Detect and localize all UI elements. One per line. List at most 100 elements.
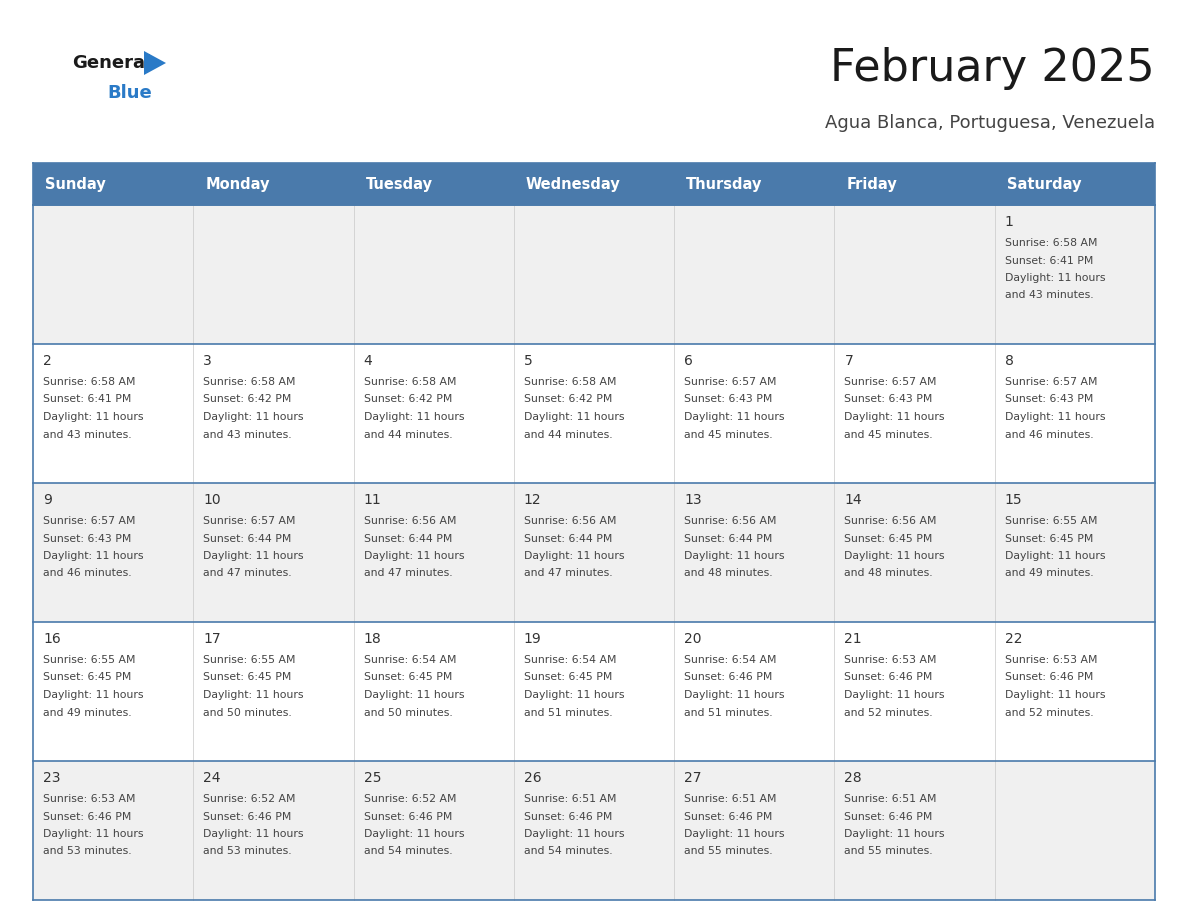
Text: and 51 minutes.: and 51 minutes. <box>684 708 772 718</box>
Text: Sunset: 6:45 PM: Sunset: 6:45 PM <box>845 533 933 543</box>
Text: Sunrise: 6:55 AM: Sunrise: 6:55 AM <box>43 655 135 665</box>
Text: 4: 4 <box>364 354 372 368</box>
Text: 25: 25 <box>364 771 381 785</box>
Text: Daylight: 11 hours: Daylight: 11 hours <box>364 829 465 839</box>
Text: 7: 7 <box>845 354 853 368</box>
Text: 1: 1 <box>1005 215 1013 229</box>
Text: Sunrise: 6:55 AM: Sunrise: 6:55 AM <box>1005 516 1098 526</box>
Text: Daylight: 11 hours: Daylight: 11 hours <box>524 829 625 839</box>
Text: Sunrise: 6:56 AM: Sunrise: 6:56 AM <box>845 516 937 526</box>
Text: Daylight: 11 hours: Daylight: 11 hours <box>203 551 304 561</box>
Text: Sunset: 6:45 PM: Sunset: 6:45 PM <box>524 673 612 682</box>
Text: and 53 minutes.: and 53 minutes. <box>43 846 132 856</box>
Text: 8: 8 <box>1005 354 1013 368</box>
Text: 5: 5 <box>524 354 532 368</box>
Text: Agua Blanca, Portuguesa, Venezuela: Agua Blanca, Portuguesa, Venezuela <box>824 114 1155 132</box>
Text: Sunset: 6:41 PM: Sunset: 6:41 PM <box>43 395 132 405</box>
Text: Sunrise: 6:51 AM: Sunrise: 6:51 AM <box>524 794 617 804</box>
Text: Sunrise: 6:58 AM: Sunrise: 6:58 AM <box>43 377 135 387</box>
Text: and 44 minutes.: and 44 minutes. <box>364 430 453 440</box>
Text: 19: 19 <box>524 632 542 646</box>
Text: Daylight: 11 hours: Daylight: 11 hours <box>203 829 304 839</box>
Text: Tuesday: Tuesday <box>366 176 432 192</box>
Text: Daylight: 11 hours: Daylight: 11 hours <box>364 412 465 422</box>
Text: Sunrise: 6:53 AM: Sunrise: 6:53 AM <box>1005 655 1098 665</box>
Text: Daylight: 11 hours: Daylight: 11 hours <box>203 690 304 700</box>
Text: and 43 minutes.: and 43 minutes. <box>43 430 132 440</box>
Text: and 51 minutes.: and 51 minutes. <box>524 708 613 718</box>
Text: 10: 10 <box>203 493 221 507</box>
Bar <box>33 163 1155 205</box>
Text: Blue: Blue <box>107 84 152 102</box>
Text: 18: 18 <box>364 632 381 646</box>
Text: General: General <box>72 54 151 72</box>
Text: and 47 minutes.: and 47 minutes. <box>524 568 613 578</box>
Text: Sunrise: 6:53 AM: Sunrise: 6:53 AM <box>43 794 135 804</box>
Text: Sunset: 6:42 PM: Sunset: 6:42 PM <box>203 395 292 405</box>
Text: Sunset: 6:43 PM: Sunset: 6:43 PM <box>43 533 132 543</box>
Text: Monday: Monday <box>206 176 270 192</box>
Text: Daylight: 11 hours: Daylight: 11 hours <box>524 551 625 561</box>
Text: Sunset: 6:44 PM: Sunset: 6:44 PM <box>364 533 451 543</box>
Text: 14: 14 <box>845 493 862 507</box>
Text: Sunset: 6:46 PM: Sunset: 6:46 PM <box>524 812 612 822</box>
Text: Daylight: 11 hours: Daylight: 11 hours <box>845 829 944 839</box>
Text: 23: 23 <box>43 771 61 785</box>
Text: Daylight: 11 hours: Daylight: 11 hours <box>43 412 144 422</box>
Text: Daylight: 11 hours: Daylight: 11 hours <box>684 690 784 700</box>
Text: and 52 minutes.: and 52 minutes. <box>1005 708 1093 718</box>
Text: Daylight: 11 hours: Daylight: 11 hours <box>845 690 944 700</box>
Text: 17: 17 <box>203 632 221 646</box>
Text: 15: 15 <box>1005 493 1023 507</box>
Text: Daylight: 11 hours: Daylight: 11 hours <box>845 412 944 422</box>
Text: 22: 22 <box>1005 632 1022 646</box>
Text: 27: 27 <box>684 771 702 785</box>
Text: Sunrise: 6:54 AM: Sunrise: 6:54 AM <box>524 655 617 665</box>
Text: Sunrise: 6:52 AM: Sunrise: 6:52 AM <box>203 794 296 804</box>
Text: Daylight: 11 hours: Daylight: 11 hours <box>524 412 625 422</box>
Text: Sunrise: 6:56 AM: Sunrise: 6:56 AM <box>684 516 777 526</box>
Text: Sunrise: 6:57 AM: Sunrise: 6:57 AM <box>43 516 135 526</box>
Text: and 49 minutes.: and 49 minutes. <box>43 708 132 718</box>
Text: and 55 minutes.: and 55 minutes. <box>684 846 772 856</box>
Text: and 47 minutes.: and 47 minutes. <box>203 568 292 578</box>
Text: 21: 21 <box>845 632 862 646</box>
Text: Sunrise: 6:57 AM: Sunrise: 6:57 AM <box>684 377 777 387</box>
Text: Daylight: 11 hours: Daylight: 11 hours <box>364 551 465 561</box>
Text: and 46 minutes.: and 46 minutes. <box>43 568 132 578</box>
Text: Sunset: 6:46 PM: Sunset: 6:46 PM <box>203 812 292 822</box>
Text: and 55 minutes.: and 55 minutes. <box>845 846 933 856</box>
Text: Friday: Friday <box>846 176 897 192</box>
Text: Sunrise: 6:54 AM: Sunrise: 6:54 AM <box>684 655 777 665</box>
Text: Sunset: 6:46 PM: Sunset: 6:46 PM <box>43 812 132 822</box>
Text: Sunset: 6:44 PM: Sunset: 6:44 PM <box>684 533 772 543</box>
Text: and 46 minutes.: and 46 minutes. <box>1005 430 1093 440</box>
Text: 13: 13 <box>684 493 702 507</box>
Text: Daylight: 11 hours: Daylight: 11 hours <box>43 690 144 700</box>
Text: 6: 6 <box>684 354 693 368</box>
Text: Sunset: 6:43 PM: Sunset: 6:43 PM <box>845 395 933 405</box>
Text: 12: 12 <box>524 493 542 507</box>
Text: and 45 minutes.: and 45 minutes. <box>845 430 933 440</box>
Text: 28: 28 <box>845 771 862 785</box>
Text: Sunset: 6:42 PM: Sunset: 6:42 PM <box>524 395 612 405</box>
Text: Saturday: Saturday <box>1006 176 1081 192</box>
Text: Sunset: 6:43 PM: Sunset: 6:43 PM <box>1005 395 1093 405</box>
Text: and 50 minutes.: and 50 minutes. <box>203 708 292 718</box>
Text: Sunset: 6:41 PM: Sunset: 6:41 PM <box>1005 255 1093 265</box>
Text: 3: 3 <box>203 354 211 368</box>
Text: Sunset: 6:44 PM: Sunset: 6:44 PM <box>524 533 612 543</box>
Bar <box>33 622 1155 761</box>
Text: Sunset: 6:46 PM: Sunset: 6:46 PM <box>845 673 933 682</box>
Text: 26: 26 <box>524 771 542 785</box>
Text: and 43 minutes.: and 43 minutes. <box>203 430 292 440</box>
Text: 11: 11 <box>364 493 381 507</box>
Text: Sunrise: 6:51 AM: Sunrise: 6:51 AM <box>684 794 777 804</box>
Text: Sunrise: 6:55 AM: Sunrise: 6:55 AM <box>203 655 296 665</box>
Bar <box>33 761 1155 900</box>
Text: Sunset: 6:46 PM: Sunset: 6:46 PM <box>684 673 772 682</box>
Text: Sunrise: 6:56 AM: Sunrise: 6:56 AM <box>364 516 456 526</box>
Text: Daylight: 11 hours: Daylight: 11 hours <box>524 690 625 700</box>
Text: and 54 minutes.: and 54 minutes. <box>364 846 453 856</box>
Text: 2: 2 <box>43 354 52 368</box>
